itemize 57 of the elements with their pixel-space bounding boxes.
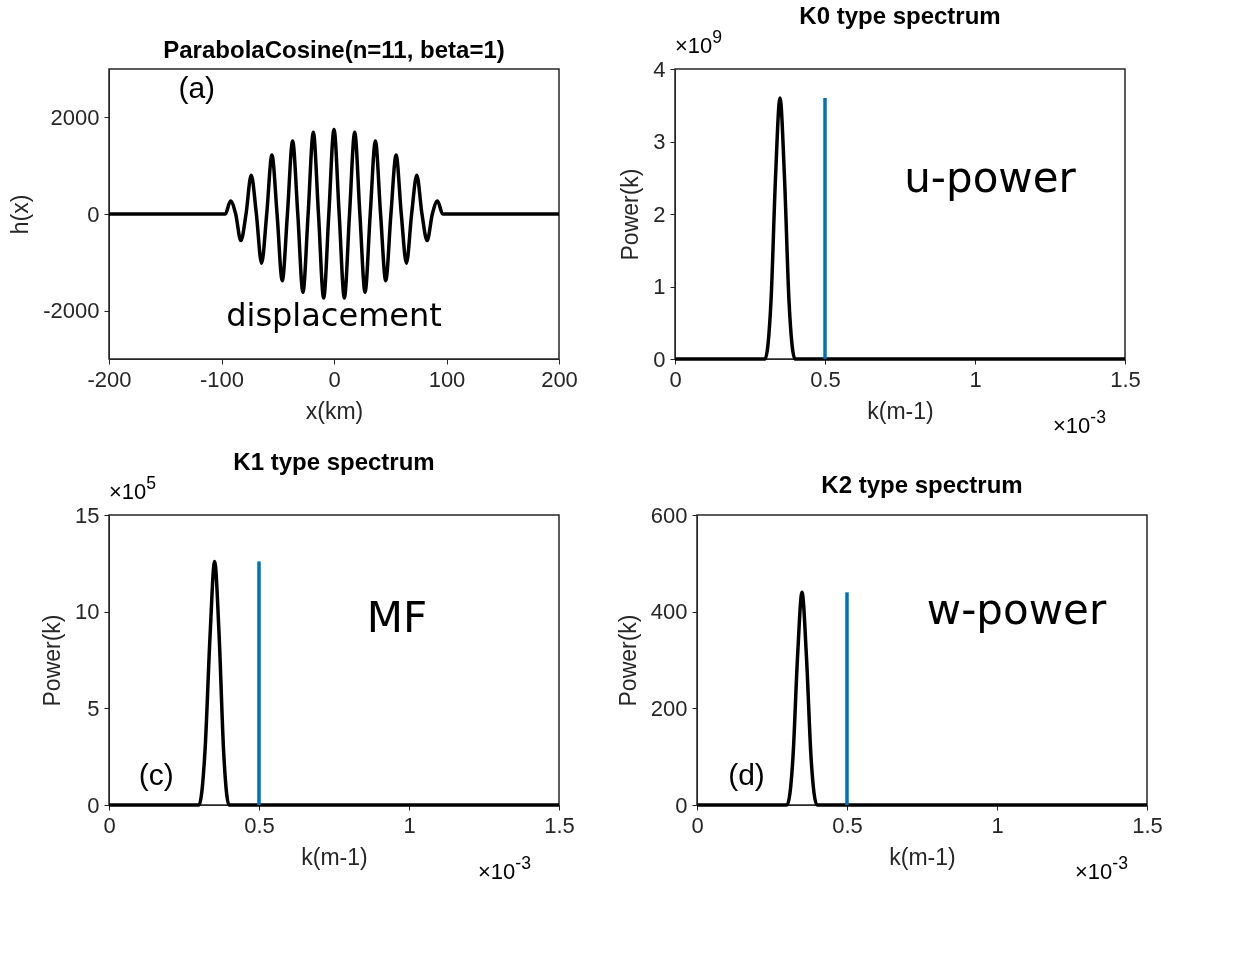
- x-tick-label: 100: [428, 366, 466, 392]
- annotation: (d): [728, 758, 765, 791]
- y-axis-title: Power(k): [617, 168, 644, 261]
- chart-title: K1 type spectrum: [233, 447, 435, 475]
- text: ×10$^{-3}$: [478, 852, 532, 884]
- y-tick-label: -2000: [43, 298, 100, 324]
- y-axis-title: Power(k): [614, 614, 641, 707]
- text: ×10$^{5}$: [109, 472, 157, 504]
- y-tick-label: 2: [653, 201, 666, 227]
- text: ×10$^{-3}$: [1075, 852, 1129, 884]
- text: ×10$^{-3}$: [1053, 406, 1107, 438]
- annotation: u-power: [904, 153, 1077, 203]
- x-tick-label: -200: [87, 366, 132, 392]
- y-tick-label: 5: [87, 695, 100, 721]
- x-tick-label: 1: [991, 812, 1004, 838]
- y-tick-label: 0: [87, 201, 100, 227]
- y-tick-label: 1: [653, 274, 666, 299]
- annotation: w-power: [926, 584, 1107, 634]
- x-tick-label: 1.5: [544, 812, 575, 838]
- x-tick-label: 0.5: [810, 366, 841, 392]
- y-tick-label: 3: [653, 129, 666, 154]
- y-tick-label: 600: [650, 502, 688, 528]
- x-axis-title: k(m-1): [867, 397, 934, 424]
- line-series: [107, 127, 561, 300]
- y-tick-label: 200: [650, 695, 688, 721]
- y-tick-label: 400: [650, 599, 688, 625]
- x-tick-label: 0: [691, 812, 704, 838]
- y-tick-label: 4: [653, 56, 666, 82]
- y-tick-label: 0: [675, 792, 688, 818]
- y-tick-label: 0: [653, 346, 666, 372]
- chart-title: ParabolaCosine(n=11, beta=1): [163, 36, 505, 63]
- x-tick-label: 0.5: [244, 812, 275, 838]
- annotation: (c): [138, 758, 174, 791]
- y-tick-label: 2000: [50, 104, 100, 130]
- y-tick-label: 10: [75, 599, 100, 625]
- x-axis-title: x(km): [305, 397, 364, 424]
- x-tick-label: 1: [969, 366, 982, 392]
- x-tick-label: 1.5: [1132, 812, 1163, 838]
- x-tick-label: 1: [403, 812, 416, 838]
- x-tick-label: 200: [541, 366, 578, 392]
- chart-title: K2 type spectrum: [821, 471, 1023, 498]
- x-axis-title: k(m-1): [301, 843, 368, 870]
- annotation: MF: [366, 593, 428, 643]
- annotation: displacement: [226, 295, 442, 334]
- x-axis-title: k(m-1): [889, 843, 956, 870]
- x-tick-label: 1.5: [1110, 366, 1141, 392]
- text: ×10$^{9}$: [675, 26, 723, 58]
- x-tick-label: 0: [328, 366, 341, 392]
- y-axis-title: h(x): [7, 194, 34, 235]
- x-tick-label: -100: [199, 366, 245, 392]
- x-tick-label: 0: [103, 812, 116, 838]
- y-tick-label: 0: [87, 792, 100, 818]
- y-tick-label: 15: [75, 502, 100, 528]
- chart-title: K0 type spectrum: [799, 1, 1001, 29]
- y-axis-title: Power(k): [39, 614, 66, 707]
- x-tick-label: 0.5: [832, 812, 863, 838]
- annotation: (a): [178, 71, 216, 105]
